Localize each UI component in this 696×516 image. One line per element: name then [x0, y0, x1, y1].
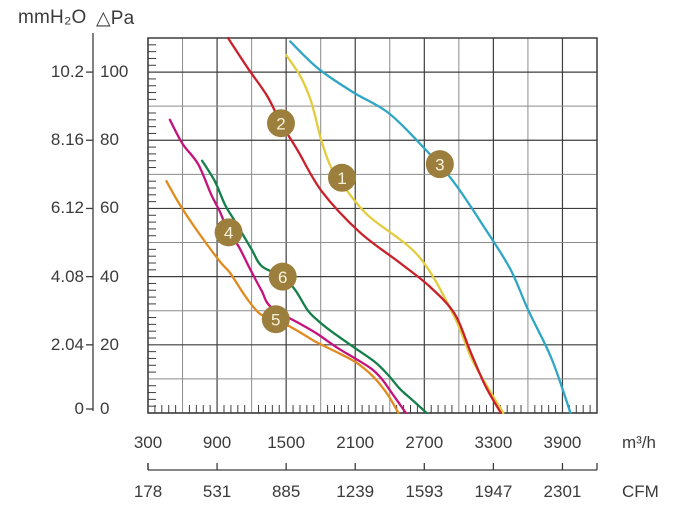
- y-axis-unit-pa: △Pa: [96, 8, 135, 29]
- badge-number: 2: [276, 114, 285, 133]
- x-tick-label-m3h: 2100: [336, 433, 375, 452]
- x-axis-unit-cfm: CFM: [622, 482, 659, 501]
- badge-number: 6: [278, 268, 287, 287]
- y-tick-label-mmh2o: 10.2: [50, 62, 84, 82]
- badge-circle: [268, 262, 297, 291]
- badge-number: 4: [224, 223, 233, 242]
- x-tick-label-m3h: 1500: [267, 433, 306, 452]
- curve-badge-6: 6: [268, 262, 297, 291]
- plot-border: [147, 37, 598, 414]
- y-tick-label-pa: 60: [100, 198, 119, 218]
- x-tick-label-cfm: 1947: [474, 482, 513, 501]
- curve-badge-1: 1: [327, 163, 356, 192]
- badge-circle: [327, 163, 356, 192]
- curve-badge-2: 2: [266, 109, 295, 138]
- x-tick-label-cfm: 1239: [336, 482, 375, 501]
- x-tick-label-m3h: 900: [202, 433, 232, 452]
- curve-5: [165, 180, 400, 414]
- y-tick-label-pa: 20: [100, 334, 119, 354]
- badge-number: 5: [271, 310, 280, 329]
- x-axis-unit-m3h: m³/h: [622, 433, 656, 452]
- curve-4: [168, 118, 408, 414]
- x-tick-label-m3h: 2700: [405, 433, 444, 452]
- y-tick-label-pa: 80: [100, 130, 119, 150]
- x-tick-label-cfm: 178: [133, 482, 163, 501]
- curve-3: [289, 40, 572, 414]
- curve-2: [226, 37, 503, 414]
- x-tick-label-m3h: 3300: [474, 433, 513, 452]
- badge-circle: [261, 305, 290, 334]
- y-tick-label-mmh2o: 8.16: [50, 130, 84, 150]
- curve-1: [285, 53, 505, 414]
- badge-circle: [214, 218, 243, 247]
- x-tick-label-m3h: 3900: [543, 433, 582, 452]
- curve-badge-4: 4: [214, 218, 243, 247]
- y-tick-label-mmh2o: 2.04: [50, 334, 84, 354]
- y-tick-label-pa: 0: [100, 399, 110, 418]
- x-tick-label-m3h: 300: [133, 433, 163, 452]
- y-axis-unit-mmh2o: mmH₂O: [18, 7, 87, 28]
- badge-circle: [425, 150, 454, 179]
- curve-badge-5: 5: [261, 305, 290, 334]
- y-tick-label-mmh2o: 0: [74, 399, 84, 418]
- y-tick-label-pa: 40: [100, 266, 119, 286]
- badge-number: 3: [435, 155, 444, 174]
- curve-badge-3: 3: [425, 150, 454, 179]
- y-tick-label-pa: 100: [100, 62, 129, 82]
- y-tick-label-mmh2o: 6.12: [50, 198, 84, 218]
- x-tick-label-cfm: 2301: [543, 482, 582, 501]
- badge-number: 1: [337, 169, 346, 188]
- curve-6: [200, 159, 428, 414]
- x-tick-label-cfm: 1593: [405, 482, 444, 501]
- x-tick-label-cfm: 885: [271, 482, 301, 501]
- badge-circle: [266, 109, 295, 138]
- y-tick-label-mmh2o: 4.08: [50, 266, 84, 286]
- x-tick-label-cfm: 531: [202, 482, 232, 501]
